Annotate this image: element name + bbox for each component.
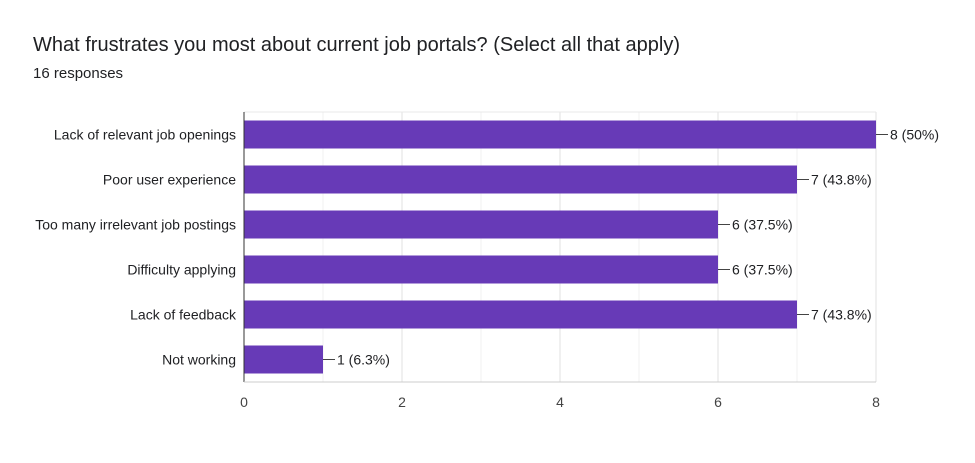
x-tick-label: 4 (556, 394, 564, 410)
bar (244, 166, 797, 194)
category-label: Poor user experience (103, 172, 236, 188)
grid-lines (244, 112, 876, 382)
bar (244, 346, 323, 374)
category-label: Not working (162, 352, 236, 368)
bar (244, 121, 876, 149)
category-label: Difficulty applying (127, 262, 236, 278)
data-label: 1 (6.3%) (337, 352, 390, 368)
data-label: 7 (43.8%) (811, 172, 872, 188)
data-label: 6 (37.5%) (732, 262, 793, 278)
x-tick-label: 0 (240, 394, 248, 410)
x-tick-label: 2 (398, 394, 406, 410)
x-tick-label: 6 (714, 394, 722, 410)
category-label: Lack of feedback (130, 307, 237, 323)
data-label: 6 (37.5%) (732, 217, 793, 233)
data-label: 8 (50%) (890, 127, 939, 143)
category-label: Too many irrelevant job postings (35, 217, 236, 233)
data-label: 7 (43.8%) (811, 307, 872, 323)
bar (244, 256, 718, 284)
category-label: Lack of relevant job openings (54, 127, 236, 143)
bar (244, 211, 718, 239)
x-tick-label: 8 (872, 394, 880, 410)
bar (244, 301, 797, 329)
